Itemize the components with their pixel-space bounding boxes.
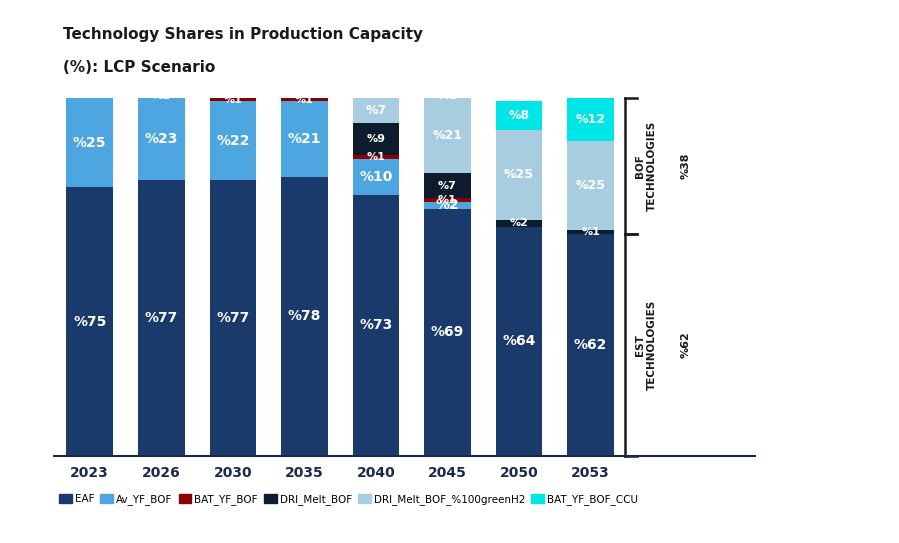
Bar [138,94,184,98]
Text: %64: %64 [503,334,536,349]
Bar [424,209,471,456]
Text: %1: %1 [367,152,386,162]
Bar [138,98,184,180]
Bar [352,155,399,159]
Text: %62: %62 [574,338,608,352]
Text: %69: %69 [431,325,464,339]
Bar [352,98,399,123]
Text: %25: %25 [504,168,534,181]
Text: %2: %2 [510,218,529,228]
Bar [67,98,113,187]
Text: %1: %1 [438,195,457,205]
Bar [209,102,256,180]
Bar [567,141,614,230]
Bar [281,98,327,102]
Bar [352,123,399,155]
Bar [138,180,184,456]
Bar [424,173,471,198]
Text: %1: %1 [437,90,458,103]
Text: %21: %21 [288,132,321,146]
Text: %23: %23 [145,132,178,146]
Text: %1: %1 [152,91,171,101]
Bar [352,194,399,456]
Text: %8: %8 [509,109,530,122]
Bar [567,98,614,141]
Text: %22: %22 [216,134,250,148]
Bar [424,98,471,173]
Bar [424,94,471,98]
Bar [281,176,327,456]
Text: (%): LCP Scenario: (%): LCP Scenario [63,60,215,75]
Text: %78: %78 [288,310,321,323]
Text: BOF
TECHNOLOGIES: BOF TECHNOLOGIES [636,121,657,211]
Text: %77: %77 [145,311,178,325]
Text: %73: %73 [360,318,393,332]
Text: %25: %25 [73,136,106,149]
Bar [424,198,471,201]
Text: %38: %38 [681,153,690,179]
Bar [209,98,256,102]
Bar [209,180,256,456]
Legend: EAF, Av_YF_BOF, BAT_YF_BOF, DRI_Melt_BOF, DRI_Melt_BOF_%100greenH2, BAT_YF_BOF_C: EAF, Av_YF_BOF, BAT_YF_BOF, DRI_Melt_BOF… [55,490,642,509]
Text: %12: %12 [575,113,606,126]
Bar [567,234,614,456]
Text: %1: %1 [295,94,314,105]
Text: EST
TECHNOLOGIES: EST TECHNOLOGIES [636,300,657,390]
Bar [495,130,542,219]
Bar [495,102,542,130]
Text: %9: %9 [367,134,386,144]
Text: %1: %1 [581,227,600,237]
Text: %1: %1 [223,94,242,105]
Text: %2: %2 [436,198,459,212]
Text: %10: %10 [360,169,393,184]
Text: %7: %7 [438,180,457,191]
Bar [495,219,542,227]
Bar [67,187,113,456]
Text: %7: %7 [365,104,387,117]
Text: %21: %21 [432,129,462,142]
Text: %75: %75 [73,315,106,329]
Text: %62: %62 [681,332,690,358]
Text: %77: %77 [216,311,249,325]
Bar [567,230,614,234]
Text: Technology Shares in Production Capacity: Technology Shares in Production Capacity [63,27,423,42]
Bar [281,102,327,176]
Text: %25: %25 [575,179,606,192]
Bar [352,159,399,194]
Bar [424,201,471,209]
Bar [495,227,542,456]
